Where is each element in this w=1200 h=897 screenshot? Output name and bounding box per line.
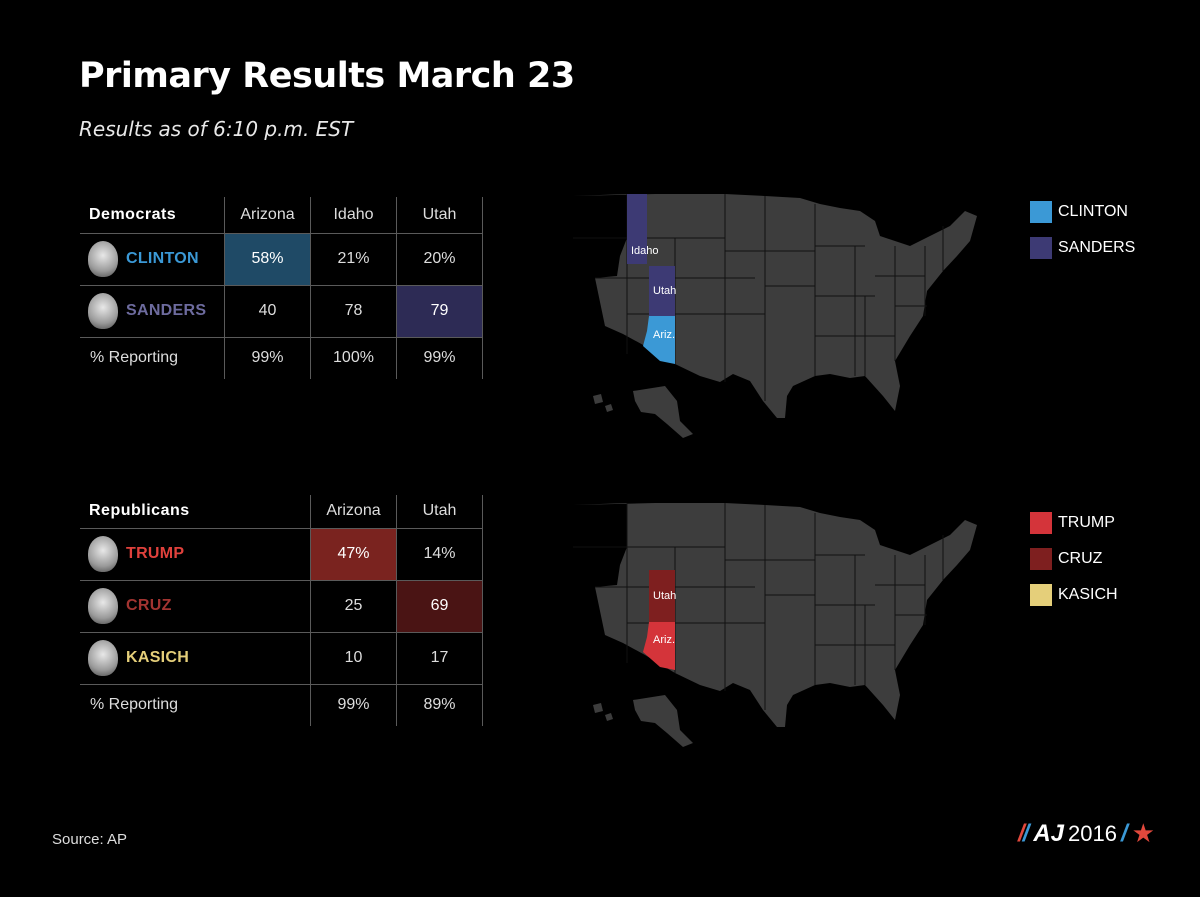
legend-label: TRUMP xyxy=(1058,514,1115,531)
legend-item: SANDERS xyxy=(1030,237,1135,259)
legend-swatch xyxy=(1030,512,1052,534)
legend-item: KASICH xyxy=(1030,584,1118,606)
page-subtitle: Results as of 6:10 p.m. EST xyxy=(79,117,354,141)
result-cell: 21% xyxy=(310,232,397,285)
table-row: CLINTON 58% 21% 20% xyxy=(80,232,483,285)
result-cell: 10 xyxy=(310,631,397,684)
legend-label: SANDERS xyxy=(1058,239,1136,256)
map-label-idaho: Idaho xyxy=(631,245,659,257)
state-header: Arizona xyxy=(224,197,311,233)
us-states-base xyxy=(573,503,977,747)
reporting-value: 100% xyxy=(310,336,397,379)
candidate-name: CLINTON xyxy=(126,250,199,267)
legend-republicans: TRUMP CRUZ KASICH xyxy=(1030,512,1118,620)
candidate-name: KASICH xyxy=(126,649,190,666)
map-label-utah: Utah xyxy=(653,590,676,602)
result-cell: 79 xyxy=(396,284,483,337)
state-idaho xyxy=(627,194,647,264)
table-row: TRUMP 47% 14% xyxy=(80,527,483,580)
reporting-value: 89% xyxy=(396,683,483,726)
slash-icon: / xyxy=(1018,819,1025,847)
reporting-row: % Reporting 99% 89% xyxy=(80,683,483,726)
party-label-republicans: Republicans xyxy=(89,502,190,520)
logo-year: 2016 xyxy=(1068,820,1117,846)
map-label-arizona: Ariz. xyxy=(653,329,675,341)
legend-item: CRUZ xyxy=(1030,548,1118,570)
candidate-photo xyxy=(88,293,118,329)
legend-label: KASICH xyxy=(1058,586,1118,603)
slash-icon: / xyxy=(1022,819,1030,847)
legend-democrats: CLINTON SANDERS xyxy=(1030,201,1135,273)
aj-2016-logo: / / AJ 2016 / ★ xyxy=(1018,818,1155,849)
candidate-name: TRUMP xyxy=(126,545,185,562)
candidate-photo xyxy=(88,536,118,572)
state-arizona xyxy=(643,622,675,670)
state-header: Utah xyxy=(396,495,483,528)
result-cell: 20% xyxy=(396,232,483,285)
table-row: KASICH 10 17 xyxy=(80,631,483,684)
reporting-value: 99% xyxy=(310,683,397,726)
us-map-democrats: Idaho Utah Ariz. xyxy=(573,194,977,438)
map-label-utah: Utah xyxy=(653,285,676,297)
reporting-label: % Reporting xyxy=(80,683,311,726)
legend-label: CRUZ xyxy=(1058,550,1103,567)
aj-logo-text: AJ xyxy=(1033,819,1065,847)
result-cell: 58% xyxy=(224,232,311,285)
candidate-name: SANDERS xyxy=(126,302,207,319)
state-header: Idaho xyxy=(310,197,397,233)
state-arizona xyxy=(643,316,675,364)
state-header: Arizona xyxy=(310,495,397,528)
result-cell: 47% xyxy=(310,527,397,580)
legend-label: CLINTON xyxy=(1058,203,1128,220)
reporting-row: % Reporting 99% 100% 99% xyxy=(80,336,483,379)
party-label-democrats: Democrats xyxy=(89,205,177,223)
slash-icon: / xyxy=(1120,819,1128,847)
legend-swatch xyxy=(1030,237,1052,259)
candidate-photo xyxy=(88,241,118,277)
legend-item: CLINTON xyxy=(1030,201,1135,223)
legend-swatch xyxy=(1030,548,1052,570)
result-cell: 69 xyxy=(396,579,483,632)
result-cell: 14% xyxy=(396,527,483,580)
table-row: SANDERS 40 78 79 xyxy=(80,284,483,337)
page-title: Primary Results March 23 xyxy=(79,56,575,96)
state-utah xyxy=(649,570,675,622)
reporting-value: 99% xyxy=(224,336,311,379)
democrats-results-table: Democrats Arizona Idaho Utah CLINTON 58%… xyxy=(80,197,483,379)
state-utah xyxy=(649,266,675,316)
result-cell: 78 xyxy=(310,284,397,337)
result-cell: 17 xyxy=(396,631,483,684)
result-cell: 40 xyxy=(224,284,311,337)
legend-swatch xyxy=(1030,584,1052,606)
source-note: Source: AP xyxy=(52,831,128,848)
reporting-label: % Reporting xyxy=(80,336,225,379)
republicans-results-table: Republicans Arizona Utah TRUMP 47% 14% C… xyxy=(80,495,483,726)
star-icon: ★ xyxy=(1131,818,1155,848)
legend-swatch xyxy=(1030,201,1052,223)
result-cell: 25 xyxy=(310,579,397,632)
us-map-republicans: Utah Ariz. xyxy=(573,503,977,747)
table-row: CRUZ 25 69 xyxy=(80,579,483,632)
candidate-photo xyxy=(88,588,118,624)
map-label-arizona: Ariz. xyxy=(653,634,675,646)
candidate-photo xyxy=(88,640,118,676)
legend-item: TRUMP xyxy=(1030,512,1118,534)
candidate-name: CRUZ xyxy=(126,597,172,614)
reporting-value: 99% xyxy=(396,336,483,379)
state-header: Utah xyxy=(396,197,483,233)
